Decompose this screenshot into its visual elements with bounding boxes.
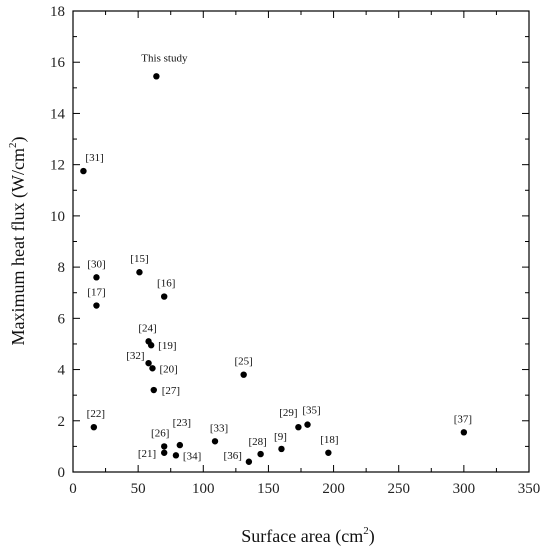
data-point-label: [31] [85,152,103,164]
data-point-label: [27] [162,385,180,397]
y-axis-title: Maximum heat flux (W/cm2) [7,137,29,346]
data-point [460,429,468,436]
data-point [176,441,184,449]
data-point-label: [17] [87,287,105,299]
data-point-label: [33] [210,422,228,434]
data-point-label: [29] [279,407,297,419]
data-point [153,73,160,80]
data-point-label: [37] [454,413,472,425]
data-point-label: [20] [159,363,177,375]
data-point-label: [25] [235,356,253,368]
data-point-label: This study [141,52,188,64]
data-point [147,342,155,349]
data-point-label: [28] [248,436,266,448]
y-tick-label: 14 [50,106,66,122]
data-point [278,445,285,453]
data-point-label: [22] [87,408,105,420]
data-point-label: [15] [130,253,148,265]
y-tick-label: 12 [50,158,65,174]
data-point [172,452,180,459]
data-point [240,371,247,378]
x-axis-title: Surface area (cm2) [241,525,374,547]
data-point [90,423,98,431]
x-tick-label: 350 [518,481,541,497]
data-point-label: [32] [126,350,144,362]
data-point [145,359,152,367]
data-point-label: [18] [320,434,338,446]
y-tick-label: 10 [50,209,65,225]
data-point [295,423,302,431]
data-points [80,73,468,465]
data-point-label: [35] [302,405,320,417]
y-tick-label: 4 [58,363,66,379]
data-point [211,438,219,445]
data-point [93,274,100,281]
data-point-label: [34] [183,450,201,462]
x-tick-label: 150 [257,481,280,497]
data-point-label: [24] [138,322,156,334]
data-point [93,302,100,309]
plot-frame [72,10,530,473]
y-tick-label: 8 [58,260,66,276]
data-point-label: [19] [158,340,176,352]
data-point-label: [26] [151,427,169,439]
data-point [161,293,168,300]
x-tick-label: 100 [192,481,215,497]
x-tick-label: 0 [69,481,77,497]
x-tick-label: 250 [387,481,410,497]
data-point-label: [36] [224,450,242,462]
x-tick-label: 50 [131,481,146,497]
data-point [257,450,264,458]
ticks: 0 50 100 150 200 250 300 350 0 2 4 6 8 10 12 14 16 18 [50,4,540,497]
data-point [245,458,253,465]
y-tick-label: 18 [50,4,65,20]
data-point [80,167,87,175]
data-point [136,269,143,276]
data-point-label: [23] [173,417,191,429]
x-tick-label: 300 [453,481,476,497]
y-tick-label: 6 [58,311,66,327]
data-point-label: [9] [274,431,287,443]
y-tick-label: 16 [50,55,66,71]
y-tick-label: 0 [58,465,66,481]
axes [72,10,530,473]
data-point-label: [30] [87,258,105,270]
data-point [150,386,157,394]
data-point [161,443,168,450]
data-point-label: [16] [157,278,175,290]
data-point [304,421,311,428]
data-point [325,449,332,456]
data-point [161,449,168,456]
y-tick-label: 2 [58,414,66,430]
data-point [149,365,156,372]
x-tick-label: 200 [322,481,345,497]
point-labels: This study [31] [30] [17] [15] [16] [24][19] [3… [85,52,472,462]
data-point-label: [21] [138,448,156,460]
